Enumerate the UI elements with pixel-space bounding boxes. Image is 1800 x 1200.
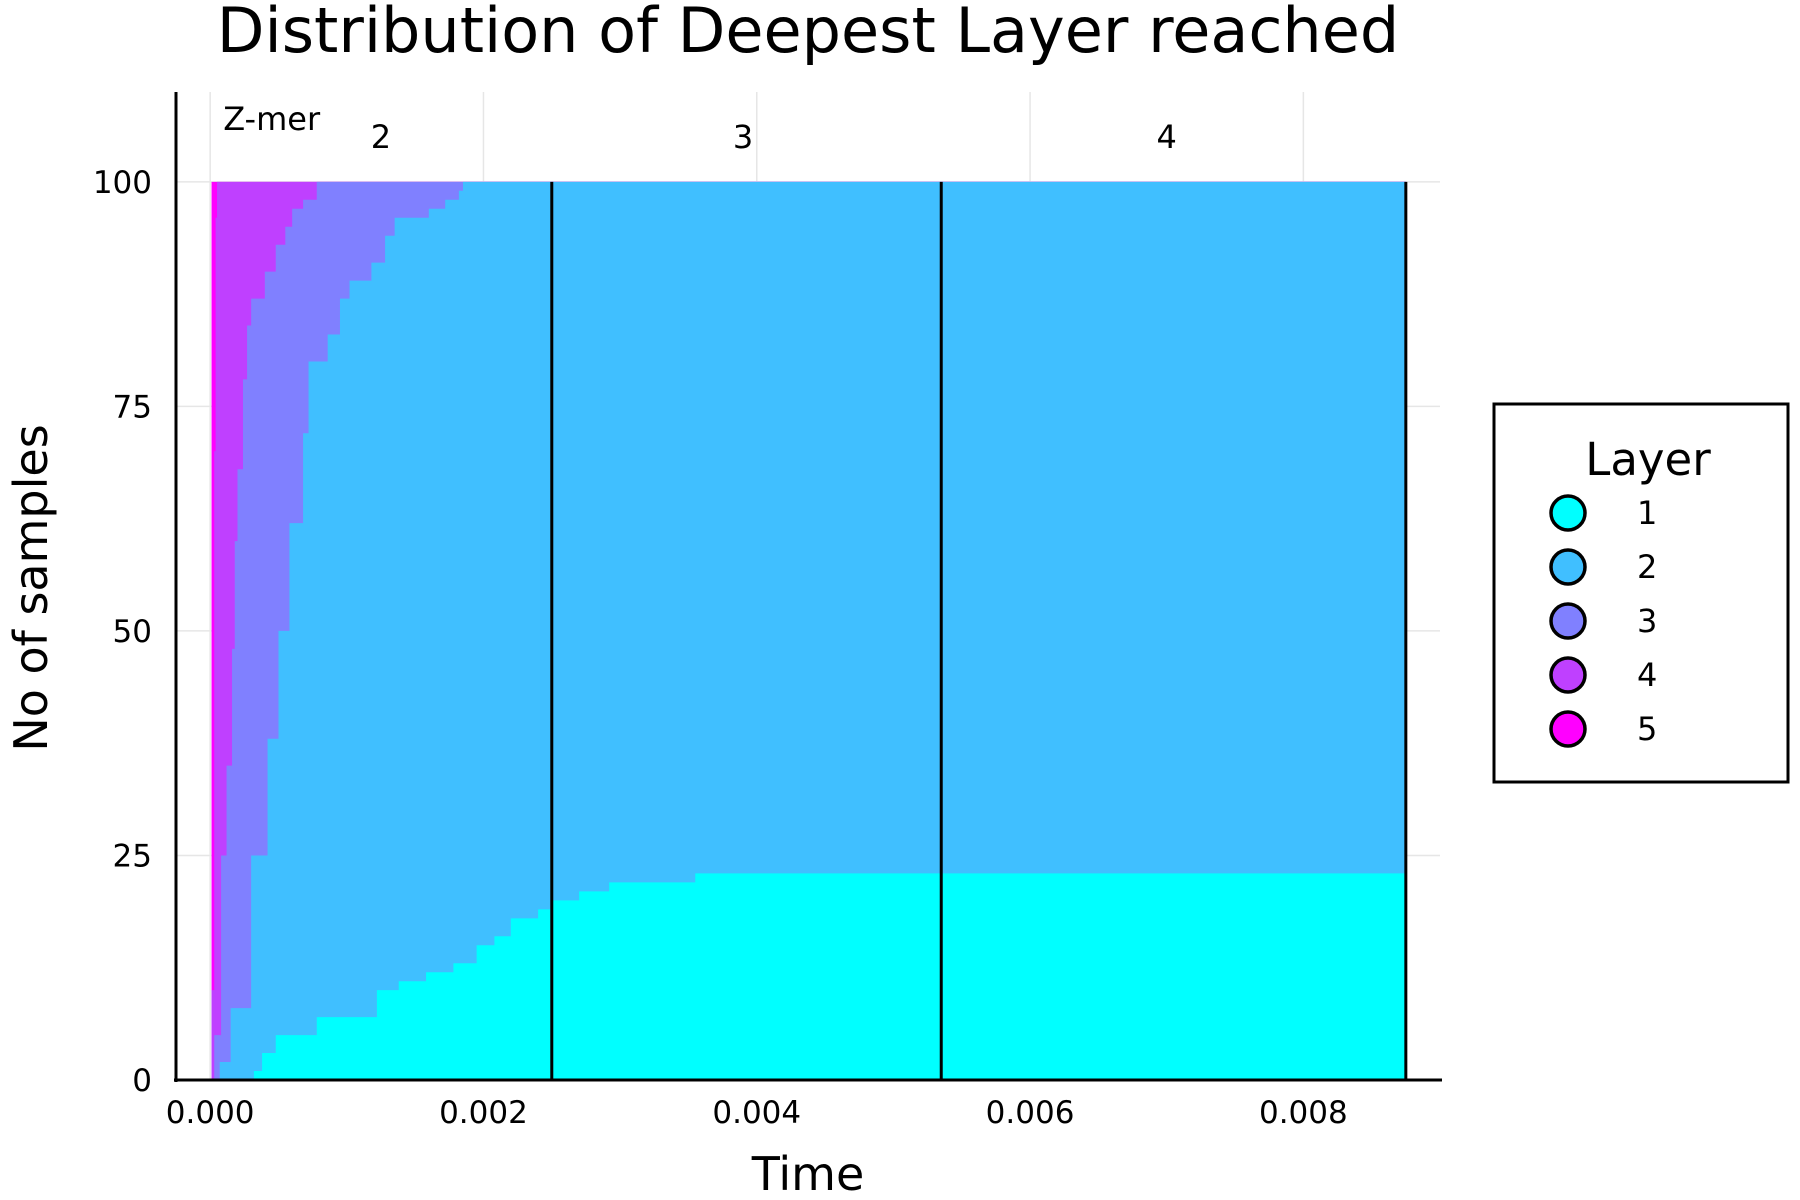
annotation-label: 3 — [733, 118, 753, 156]
annotation-label: Z-mer — [223, 100, 321, 138]
legend-entries: 1 2 3 4 5 — [1549, 494, 1657, 748]
y-axis-title: No of samples — [4, 424, 58, 751]
x-tick-label: 0.000 — [166, 1095, 255, 1131]
y-tick-label: 0 — [132, 1063, 152, 1099]
legend-title: Layer — [1585, 433, 1711, 486]
x-tick-label: 0.004 — [712, 1095, 801, 1131]
annotation-label: 4 — [1157, 118, 1177, 156]
x-tick-label: 0.002 — [439, 1095, 528, 1131]
legend-marker — [1549, 548, 1587, 586]
x-tick-labels: 0.000 0.002 0.004 0.006 0.008 — [166, 1095, 1348, 1131]
area-layer-1 — [210, 873, 1406, 1080]
x-axis-title: Time — [751, 1147, 865, 1200]
x-tick-label: 0.006 — [986, 1095, 1075, 1131]
annotation-layer: Z-mer 2 3 4 — [223, 100, 1177, 156]
x-tick-label: 0.008 — [1259, 1095, 1348, 1131]
legend-box — [1492, 402, 1790, 784]
legend-label: 2 — [1637, 548, 1657, 586]
y-tick-labels: 0 25 50 75 100 — [93, 165, 152, 1099]
y-tick-label: 75 — [113, 389, 152, 425]
legend-label: 4 — [1637, 656, 1657, 694]
y-tick-label: 50 — [113, 614, 152, 650]
chart-title: Distribution of Deepest Layer reached — [217, 0, 1399, 67]
legend-marker — [1549, 710, 1587, 748]
legend-marker — [1549, 656, 1587, 694]
legend-marker — [1549, 494, 1587, 532]
legend: Layer 1 2 3 4 5 — [1492, 402, 1790, 784]
y-tick-label: 100 — [93, 165, 152, 201]
legend-marker — [1549, 602, 1587, 640]
vline-layer — [550, 181, 1408, 1080]
legend-label: 3 — [1637, 602, 1657, 640]
annotation-label: 2 — [371, 118, 391, 156]
legend-label: 5 — [1637, 710, 1657, 748]
area-layer — [210, 181, 1406, 1080]
y-tick-label: 25 — [113, 838, 152, 874]
legend-label: 1 — [1637, 494, 1657, 532]
area-layer-2 — [210, 181, 1406, 1080]
